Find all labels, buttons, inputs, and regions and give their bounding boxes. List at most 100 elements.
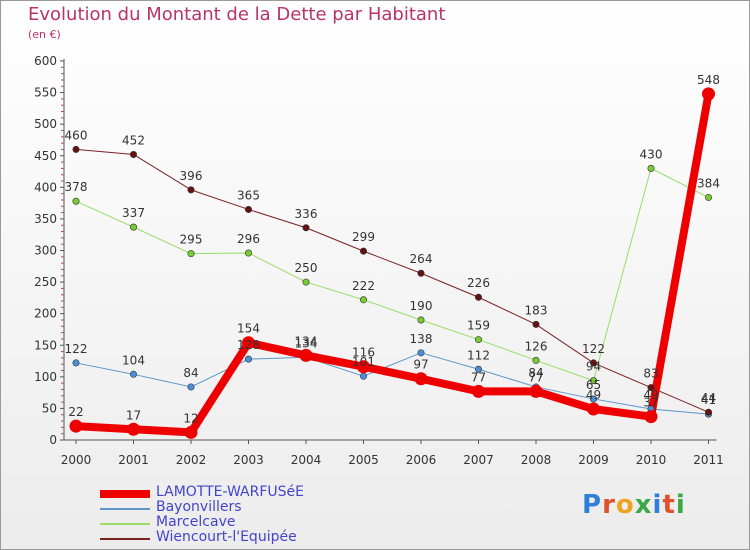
series-points <box>69 87 715 439</box>
data-point <box>589 377 597 385</box>
data-label: 126 <box>525 339 548 353</box>
data-label: 97 <box>413 358 428 372</box>
data-label: 548 <box>697 73 720 87</box>
data-label: 49 <box>586 388 601 402</box>
data-label: 77 <box>471 370 486 384</box>
data-label: 128 <box>237 338 260 352</box>
data-label: 17 <box>126 408 141 422</box>
data-label: 77 <box>528 370 543 384</box>
legend-swatch <box>100 490 150 498</box>
data-point <box>242 336 255 350</box>
x-tick-label: 2008 <box>521 453 552 467</box>
data-label: 84 <box>183 366 198 380</box>
data-point <box>187 383 195 391</box>
y-tick-label: 600 <box>34 54 57 68</box>
x-tick-label: 2000 <box>61 453 92 467</box>
data-point <box>644 410 658 424</box>
data-label: 384 <box>697 176 720 190</box>
data-point <box>532 320 540 328</box>
x-tick-label: 2003 <box>233 453 264 467</box>
data-label: 296 <box>237 232 260 246</box>
data-label: 222 <box>352 279 375 293</box>
x-tick-label: 2005 <box>348 453 379 467</box>
y-tick-label: 500 <box>34 117 57 131</box>
data-label: 134 <box>295 336 318 350</box>
data-point <box>72 359 80 367</box>
x-tick-label: 2009 <box>578 453 609 467</box>
data-point <box>357 360 370 374</box>
data-label: 12 <box>183 411 198 425</box>
legend-label: Bayonvillers <box>156 499 242 515</box>
data-label: 299 <box>352 230 375 244</box>
x-tick-label: 2004 <box>291 453 322 467</box>
data-label: 378 <box>65 180 88 194</box>
y-tick-label: 250 <box>34 275 57 289</box>
data-point <box>359 247 367 255</box>
data-point <box>130 223 138 231</box>
data-point <box>704 193 712 201</box>
series-lines <box>72 89 713 437</box>
x-tick-label: 2006 <box>406 453 437 467</box>
data-point <box>417 349 425 357</box>
data-label: 264 <box>410 252 433 266</box>
data-point <box>130 150 138 158</box>
logo-letter: r <box>602 490 616 520</box>
data-label: 159 <box>467 319 490 333</box>
series-line <box>72 89 713 437</box>
data-point <box>359 296 367 304</box>
data-label: 295 <box>180 233 203 247</box>
logo-letter: i <box>652 490 663 520</box>
data-point <box>472 384 485 398</box>
data-label: 452 <box>122 133 145 147</box>
data-label: 337 <box>122 206 145 220</box>
y-tick-label: 350 <box>34 212 57 226</box>
data-point <box>474 336 482 344</box>
data-point <box>127 422 140 436</box>
legend-swatch <box>100 538 150 540</box>
data-point <box>299 348 313 362</box>
y-tick-label: 200 <box>34 307 57 321</box>
data-label: 365 <box>237 188 260 202</box>
logo-letter: o <box>615 490 635 520</box>
data-point <box>187 250 195 258</box>
y-tick-label: 450 <box>34 149 57 163</box>
data-point <box>647 384 655 392</box>
data-label: 94 <box>586 360 601 374</box>
data-label: 116 <box>352 346 375 360</box>
x-tick-label: 2007 <box>463 453 494 467</box>
logo-letter: P <box>582 490 603 520</box>
data-label: 138 <box>410 332 433 346</box>
legend-swatch <box>100 508 150 510</box>
data-point <box>245 249 253 257</box>
logo-letter: i <box>675 490 686 520</box>
data-point <box>474 293 482 301</box>
data-label: 250 <box>295 261 318 275</box>
data-point <box>359 372 367 380</box>
legend-label: LAMOTTE-WARFUSéE <box>156 484 305 500</box>
data-label: 336 <box>295 207 318 221</box>
data-point <box>130 370 138 378</box>
y-tick-label: 50 <box>42 401 57 415</box>
x-tick-label: 2002 <box>176 453 207 467</box>
data-label: 65 <box>586 378 601 392</box>
y-tick-label: 0 <box>49 433 57 447</box>
data-point <box>702 87 715 101</box>
data-label: 134 <box>295 334 318 348</box>
data-point <box>69 419 83 433</box>
data-label: 154 <box>237 322 260 336</box>
data-point <box>704 408 712 416</box>
y-tick-label: 100 <box>34 370 57 384</box>
data-label: 396 <box>180 169 203 183</box>
y-tick-label: 150 <box>34 338 57 352</box>
data-point <box>302 278 310 286</box>
data-point <box>587 402 600 416</box>
data-point <box>72 145 80 153</box>
data-point <box>529 384 543 398</box>
data-point <box>184 425 198 439</box>
data-point <box>589 395 597 403</box>
data-label: 101 <box>352 355 375 369</box>
data-point <box>417 269 425 277</box>
legend-label: Marcelcave <box>156 514 236 530</box>
data-label: 37 <box>643 396 658 410</box>
